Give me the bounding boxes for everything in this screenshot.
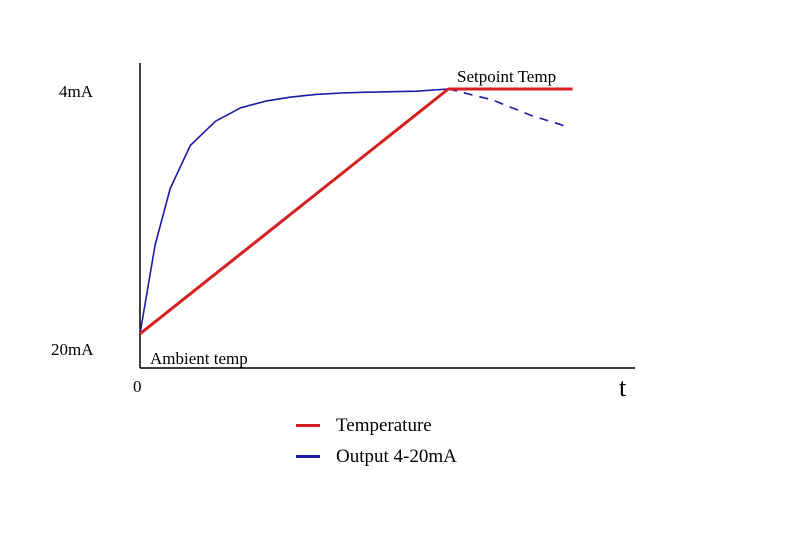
series-layer <box>139 87 573 335</box>
setpoint-annotation: Setpoint Temp <box>457 67 556 86</box>
x-tick-zero: 0 <box>133 377 142 396</box>
legend-label-output: Output 4-20mA <box>336 445 457 467</box>
ambient-annotation: Ambient temp <box>150 349 248 368</box>
series-line-temperature <box>139 87 573 335</box>
legend-label-temperature: Temperature <box>336 414 432 436</box>
series-line-output-4-20ma <box>139 88 449 334</box>
y-tick-top: 4mA <box>59 82 94 101</box>
legend-swatch-temperature <box>296 424 320 427</box>
x-axis-label: t <box>619 373 627 402</box>
legend-swatch-output <box>296 455 320 458</box>
legend: Temperature Output 4-20mA <box>296 410 457 472</box>
series-extension-output-4-20ma <box>448 88 568 128</box>
y-tick-bottom: 20mA <box>51 340 94 359</box>
legend-item-output: Output 4-20mA <box>296 441 457 472</box>
legend-item-temperature: Temperature <box>296 410 457 441</box>
